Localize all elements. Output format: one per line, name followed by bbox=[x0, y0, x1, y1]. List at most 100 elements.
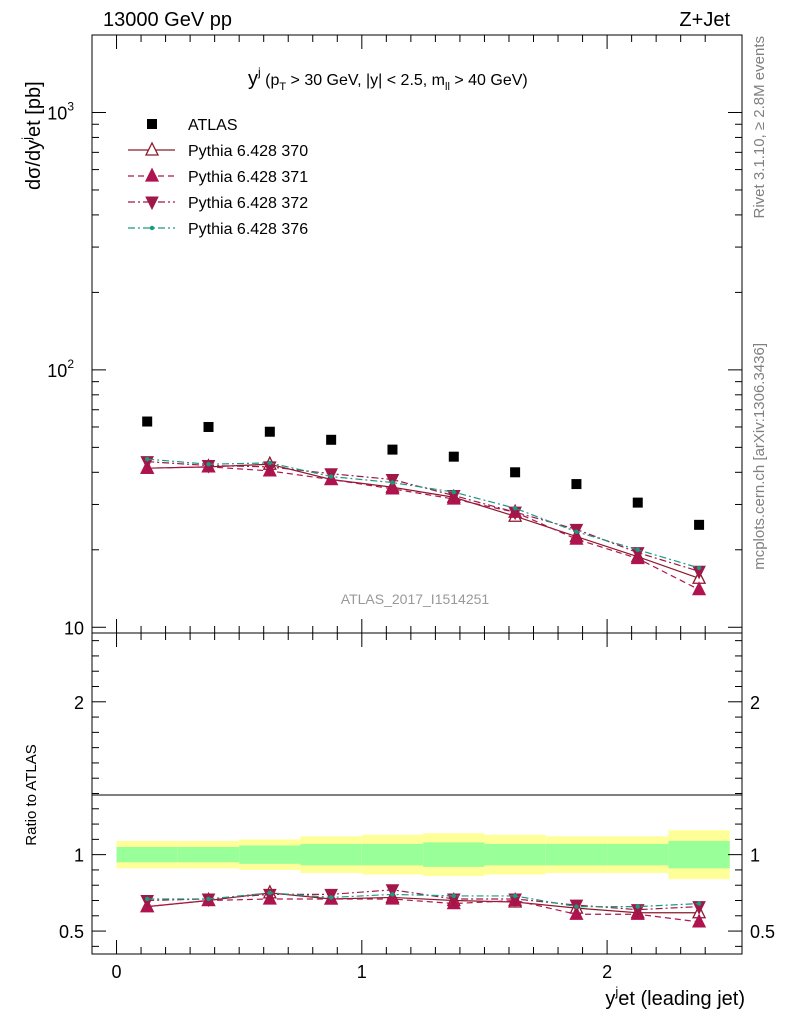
ratio-axis-ticks: 0.5 0.5 1 1 2 2 0 1 2 bbox=[59, 633, 775, 982]
main-point-series-2-7 bbox=[569, 530, 584, 545]
main-series-layer bbox=[140, 416, 707, 596]
side-label-rivet: Rivet 3.1.10, ≥ 2.8M events bbox=[751, 36, 768, 219]
ratio-point-series-3-5 bbox=[451, 893, 456, 899]
ratio-point-series-2-4 bbox=[385, 884, 400, 898]
legend-marker-4 bbox=[149, 225, 155, 231]
ratio-ytick-label-right-0: 0.5 bbox=[750, 922, 775, 942]
main-point-series-2-9 bbox=[692, 581, 707, 596]
main-ytick-label-2: 103 bbox=[47, 99, 74, 123]
legend-marker-1 bbox=[144, 141, 160, 156]
ratio-point-series-2-2 bbox=[263, 888, 277, 903]
subtitle-sup-j: j bbox=[257, 65, 261, 79]
subtitle-part-mass: > 40 GeV) bbox=[450, 72, 528, 89]
ylabel-part-a: dσ/dy bbox=[23, 140, 45, 190]
ratio-plot-area: 0.5 0.5 1 1 2 2 0 1 2 bbox=[59, 632, 775, 982]
main-point-series-0-6 bbox=[510, 467, 521, 478]
main-point-series-0-5 bbox=[448, 451, 459, 462]
main-point-series-0-8 bbox=[632, 497, 643, 508]
legend-marker-2 bbox=[144, 167, 160, 182]
ratio-ytick-label-left-0: 0.5 bbox=[59, 922, 84, 942]
ratio-band-stat-6 bbox=[484, 843, 546, 866]
ratio-point-series-3-1 bbox=[206, 896, 211, 902]
main-line-series-2 bbox=[147, 466, 700, 591]
ratio-band-stat-7 bbox=[545, 843, 608, 866]
xlabel-part-rest: et (leading jet) bbox=[618, 988, 745, 1010]
ratio-xtick-label-1: 1 bbox=[357, 962, 367, 982]
ratio-ytick-label-right-1: 1 bbox=[750, 846, 760, 866]
ratio-frame bbox=[91, 632, 743, 955]
ratio-point-series-3-0 bbox=[144, 896, 150, 902]
subtitle-part-y: y bbox=[248, 68, 258, 90]
main-ytick-base-1: 10 bbox=[47, 361, 67, 381]
main-point-series-0-2 bbox=[264, 426, 275, 437]
main-point-series-0-0 bbox=[142, 416, 153, 427]
ratio-line-series-0 bbox=[147, 892, 700, 914]
main-ytick-label-0: 10 bbox=[64, 618, 84, 638]
ratio-line-series-2 bbox=[147, 889, 700, 911]
ylabel-part-c: et [pb] bbox=[23, 81, 45, 137]
legend-marker-0 bbox=[147, 119, 157, 129]
main-ytick-exp-1: 2 bbox=[67, 357, 74, 371]
ratio-band-stat-5 bbox=[423, 842, 485, 867]
ratio-line-series-3 bbox=[147, 892, 700, 908]
ratio-series-layer bbox=[140, 884, 707, 928]
legend-label-3: Pythia 6.428 372 bbox=[188, 195, 308, 212]
main-line-series-1 bbox=[147, 463, 700, 579]
xlabel-part-y: y bbox=[605, 988, 615, 1010]
subtitle-part-cuts: > 30 GeV, |y| < 2.5, m bbox=[286, 72, 445, 89]
ratio-y-axis-label: Ratio to ATLAS bbox=[23, 744, 40, 845]
main-point-series-0-7 bbox=[571, 479, 582, 490]
main-point-series-4-0 bbox=[144, 456, 150, 462]
legend: ATLAS Pythia 6.428 370 Pythia 6.428 371 Pyt… bbox=[128, 117, 308, 238]
ratio-point-series-3-3 bbox=[328, 895, 334, 900]
main-point-series-4-8 bbox=[635, 547, 640, 552]
main-point-series-4-4 bbox=[390, 480, 395, 485]
main-point-series-0-3 bbox=[326, 434, 337, 445]
main-ytick-exp-2: 3 bbox=[67, 99, 74, 113]
main-point-series-4-1 bbox=[206, 462, 211, 467]
side-label-mcplots: mcplots.cern.ch [arXiv:1306.3436] bbox=[751, 343, 768, 570]
main-point-series-4-9 bbox=[696, 565, 702, 571]
ratio-point-series-1-7 bbox=[569, 905, 584, 920]
main-point-series-4-3 bbox=[328, 474, 334, 479]
main-point-series-4-6 bbox=[512, 506, 518, 511]
ratio-point-series-1-9 bbox=[692, 913, 707, 928]
xlabel-sup-j: j bbox=[614, 984, 618, 999]
ratio-point-series-3-2 bbox=[267, 890, 273, 896]
main-line-series-4 bbox=[147, 458, 700, 569]
ratio-band-stat-8 bbox=[607, 843, 669, 866]
header-left-label: 13000 GeV pp bbox=[103, 9, 232, 31]
ratio-point-series-3-8 bbox=[635, 904, 640, 909]
ylabel-sup-j: j bbox=[19, 137, 34, 141]
main-y-axis-label: dσ/dyjet [pb] bbox=[19, 81, 45, 190]
ratio-ytick-label-right-2: 2 bbox=[750, 693, 760, 713]
main-point-series-0-9 bbox=[694, 519, 705, 530]
ratio-xtick-label-2: 2 bbox=[602, 962, 612, 982]
header-right-label: Z+Jet bbox=[679, 9, 730, 31]
ratio-line-series-1 bbox=[147, 898, 700, 923]
ratio-point-series-3-4 bbox=[390, 892, 395, 897]
legend-marker-3 bbox=[145, 196, 159, 211]
legend-label-2: Pythia 6.428 371 bbox=[188, 169, 308, 186]
legend-label-4: Pythia 6.428 376 bbox=[188, 221, 308, 238]
main-point-series-0-1 bbox=[203, 421, 214, 432]
main-point-series-4-2 bbox=[267, 460, 273, 466]
subtitle-sub-ll: ll bbox=[445, 81, 450, 93]
main-ytick-base-2: 10 bbox=[47, 103, 67, 123]
ratio-band-stat-0 bbox=[116, 847, 178, 863]
main-point-series-2-4 bbox=[385, 480, 400, 495]
ratio-point-series-3-7 bbox=[574, 904, 579, 909]
main-point-series-3-1 bbox=[201, 460, 216, 474]
main-point-series-0-4 bbox=[387, 444, 398, 455]
analysis-id-label: ATLAS_2017_I1514251 bbox=[341, 591, 490, 607]
legend-label-1: Pythia 6.428 370 bbox=[188, 143, 308, 160]
subtitle-sub-t: T bbox=[279, 81, 286, 93]
x-axis-label: yjet (leading jet) bbox=[605, 984, 745, 1010]
main-ytick-label-1: 102 bbox=[47, 357, 74, 381]
ratio-point-series-1-4 bbox=[385, 890, 400, 905]
ratio-uncertainty-bands bbox=[116, 830, 730, 880]
ratio-point-series-3-9 bbox=[696, 901, 702, 906]
ratio-band-stat-4 bbox=[361, 843, 424, 866]
